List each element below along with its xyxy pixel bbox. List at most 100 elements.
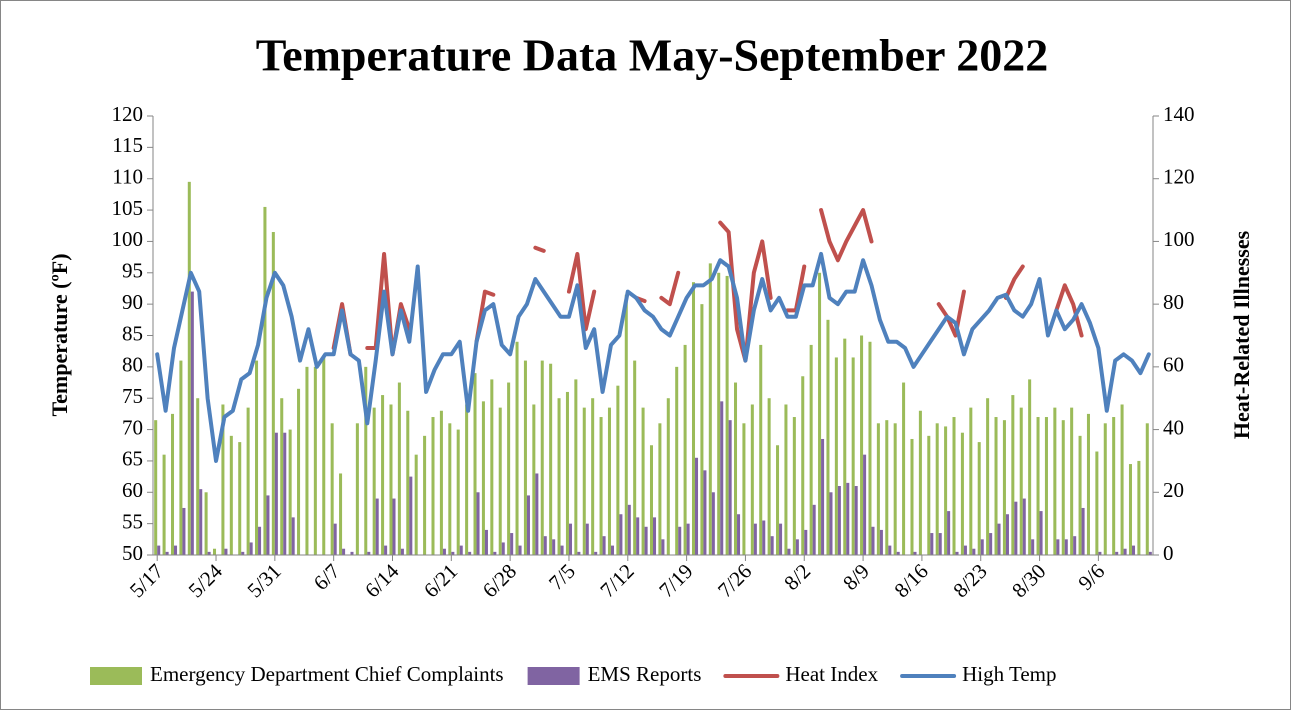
bar [221,404,225,555]
bar [451,551,455,555]
bar [619,514,623,555]
bar [762,520,766,555]
bar [902,382,906,555]
bar [1073,536,1077,555]
bar [792,417,796,555]
bar [549,363,553,555]
y2-tick-label: 20 [1163,478,1184,502]
bar [557,398,561,555]
bar [266,495,270,555]
bar [1014,501,1018,555]
y-tick-label: 75 [122,384,143,408]
bar [633,360,637,555]
y-tick-label: 65 [122,447,143,471]
bar [1070,407,1074,555]
legend-label: Emergency Department Chief Complaints [150,662,504,686]
bar [1115,551,1119,555]
bar [910,438,914,555]
bar [258,526,262,555]
bar [238,442,242,555]
y-tick-label: 85 [122,321,143,345]
line [155,251,1151,463]
bar [666,398,670,555]
bar [893,423,897,555]
bar [913,551,917,555]
bar [543,536,547,555]
bar [1123,548,1127,555]
bar [627,504,631,555]
bar [448,423,452,555]
bar [616,385,620,555]
bar [683,344,687,555]
bar [952,417,956,555]
bar [170,413,175,555]
bar [355,423,359,555]
bar [381,395,385,555]
bar [1131,545,1136,555]
bar [868,341,872,555]
bar [734,382,738,555]
bar [759,344,763,555]
bar [963,545,967,555]
y2-tick-label: 80 [1163,290,1184,314]
bar [930,533,934,555]
y2-tick-label: 140 [1163,102,1195,126]
bar [442,548,446,555]
bar [190,291,194,555]
bar [986,398,990,555]
bar [330,423,334,555]
legend-label: Heat Index [785,662,878,686]
bar [599,417,603,555]
bar [947,511,951,555]
bar [157,545,161,555]
y-tick-label: 110 [112,165,143,189]
y2-tick-label: 60 [1163,353,1184,377]
bar [879,529,883,555]
y2-tick-label: 0 [1163,541,1174,565]
bar [708,263,712,555]
bar [935,423,939,555]
bar [960,432,964,555]
bar [431,417,435,555]
bar [568,523,572,555]
bar [860,335,864,555]
bar [305,366,309,555]
bar [787,548,791,555]
bar [1011,395,1015,555]
bar [526,495,530,555]
bar [801,376,805,555]
bar [661,539,665,555]
y-tick-label: 115 [112,133,143,157]
bar [540,360,544,555]
bar [1028,379,1032,555]
bar [1120,404,1124,555]
bar [854,486,858,555]
bar [367,551,371,555]
bar [196,398,200,555]
bar [1081,507,1085,555]
bar [283,432,287,555]
bar [711,492,715,555]
bar [1061,420,1065,555]
bar [439,410,443,555]
bar [384,545,388,555]
bar [686,523,690,555]
bar [263,206,267,555]
bar [339,473,343,555]
bar [658,423,662,555]
y-tick-label: 100 [112,227,144,251]
y2-axis-title: Heat-Related Illnesses [1229,230,1254,439]
y2-tick-label: 120 [1163,165,1195,189]
bar [342,548,346,555]
bar [1002,420,1006,555]
bar [594,551,598,555]
bar [501,542,505,555]
bar [490,379,494,555]
bar [333,523,337,555]
bar [834,357,838,555]
bar [767,398,771,555]
bar [179,360,183,555]
bar [392,498,396,555]
y-tick-label: 50 [122,541,143,565]
